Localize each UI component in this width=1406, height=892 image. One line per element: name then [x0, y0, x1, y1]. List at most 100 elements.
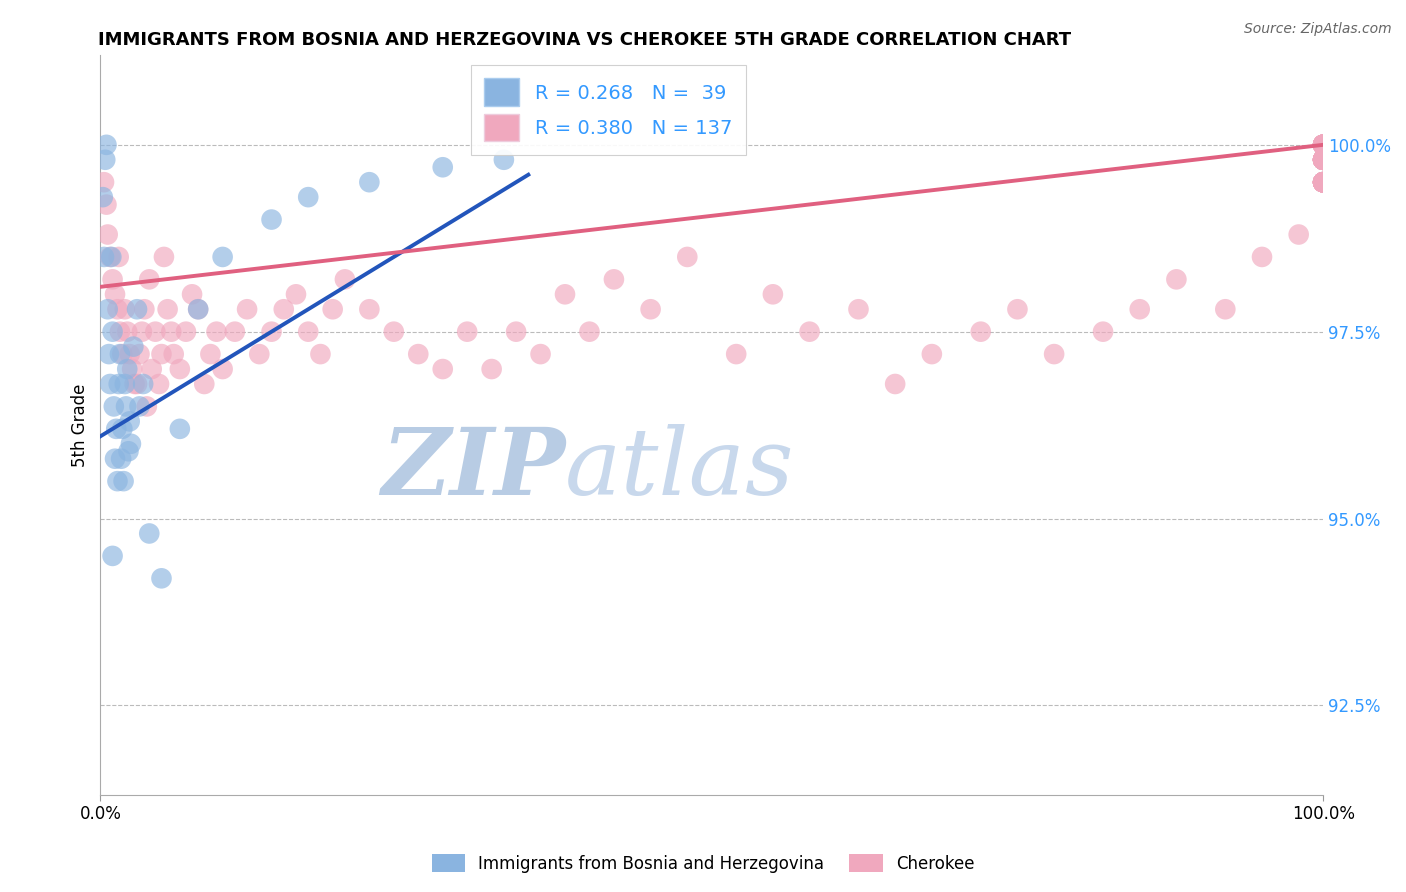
Point — [205, 325, 228, 339]
Point — [107, 376, 129, 391]
Point — [117, 325, 139, 339]
Point — [1312, 175, 1334, 189]
Point — [211, 250, 233, 264]
Point — [125, 376, 148, 391]
Point — [848, 302, 870, 317]
Point — [150, 347, 173, 361]
Point — [1312, 175, 1334, 189]
Y-axis label: 5th Grade: 5th Grade — [72, 384, 89, 467]
Point — [406, 347, 429, 361]
Point — [148, 376, 170, 391]
Point — [1312, 175, 1334, 189]
Point — [101, 325, 124, 339]
Point — [359, 175, 381, 189]
Point — [382, 325, 405, 339]
Point — [1312, 137, 1334, 152]
Point — [1312, 137, 1334, 152]
Point — [725, 347, 748, 361]
Point — [125, 302, 148, 317]
Point — [1312, 153, 1334, 167]
Point — [1166, 272, 1188, 286]
Point — [1312, 153, 1334, 167]
Point — [1312, 175, 1334, 189]
Point — [1312, 153, 1334, 167]
Point — [163, 347, 186, 361]
Point — [1312, 153, 1334, 167]
Point — [1092, 325, 1115, 339]
Point — [640, 302, 662, 317]
Point — [1312, 153, 1334, 167]
Point — [1312, 175, 1334, 189]
Point — [1007, 302, 1029, 317]
Point — [1312, 153, 1334, 167]
Point — [169, 362, 191, 376]
Point — [105, 422, 128, 436]
Point — [1312, 137, 1334, 152]
Point — [108, 347, 131, 361]
Point — [1312, 153, 1334, 167]
Point — [1312, 137, 1334, 152]
Point — [1312, 137, 1334, 152]
Legend: R = 0.268   N =  39, R = 0.380   N = 137: R = 0.268 N = 39, R = 0.380 N = 137 — [471, 65, 747, 155]
Point — [1312, 153, 1334, 167]
Point — [96, 137, 118, 152]
Text: ZIP: ZIP — [381, 425, 565, 515]
Point — [224, 325, 246, 339]
Point — [1312, 137, 1334, 152]
Point — [762, 287, 785, 301]
Point — [1312, 153, 1334, 167]
Point — [1312, 137, 1334, 152]
Point — [1312, 153, 1334, 167]
Point — [94, 153, 117, 167]
Point — [1312, 137, 1334, 152]
Point — [247, 347, 270, 361]
Point — [1312, 153, 1334, 167]
Point — [211, 362, 233, 376]
Point — [492, 153, 515, 167]
Point — [456, 325, 478, 339]
Point — [101, 272, 124, 286]
Point — [132, 376, 155, 391]
Point — [1312, 137, 1334, 152]
Point — [1312, 153, 1334, 167]
Point — [1312, 153, 1334, 167]
Point — [676, 250, 699, 264]
Point — [1312, 175, 1334, 189]
Text: atlas: atlas — [565, 425, 794, 515]
Point — [111, 422, 134, 436]
Point — [121, 362, 143, 376]
Point — [1043, 347, 1066, 361]
Point — [1312, 137, 1334, 152]
Point — [1312, 137, 1334, 152]
Point — [111, 347, 134, 361]
Point — [603, 272, 626, 286]
Point — [117, 362, 139, 376]
Point — [193, 376, 215, 391]
Point — [554, 287, 576, 301]
Point — [120, 437, 142, 451]
Point — [124, 376, 146, 391]
Point — [1312, 175, 1334, 189]
Point — [578, 325, 600, 339]
Point — [169, 422, 191, 436]
Point — [884, 376, 907, 391]
Point — [128, 347, 150, 361]
Point — [187, 302, 209, 317]
Point — [322, 302, 344, 317]
Point — [260, 325, 283, 339]
Point — [309, 347, 332, 361]
Point — [103, 400, 125, 414]
Point — [141, 362, 163, 376]
Point — [104, 287, 127, 301]
Point — [93, 250, 115, 264]
Point — [1312, 137, 1334, 152]
Point — [1312, 153, 1334, 167]
Point — [107, 474, 129, 488]
Point — [174, 325, 197, 339]
Text: Source: ZipAtlas.com: Source: ZipAtlas.com — [1244, 22, 1392, 37]
Point — [1312, 137, 1334, 152]
Point — [107, 250, 129, 264]
Point — [150, 571, 173, 585]
Point — [1312, 175, 1334, 189]
Point — [1312, 153, 1334, 167]
